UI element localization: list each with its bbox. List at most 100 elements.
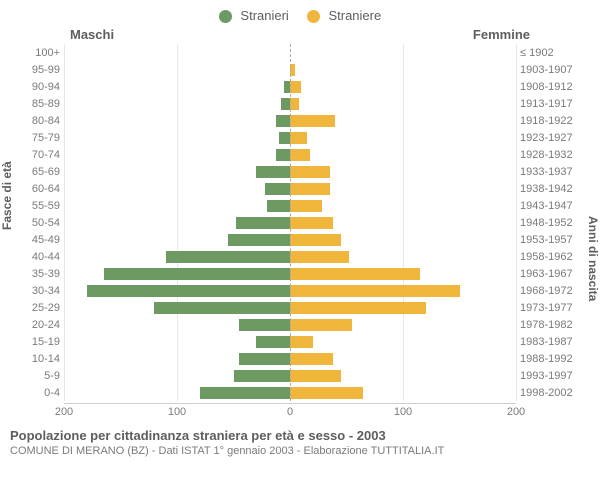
birth-year-label: 1993-1997 [516,370,582,382]
x-tick-label: 200 [55,406,73,418]
bar-male [256,336,290,348]
pyramid-row: 0-4 1998-2002 [18,384,582,401]
bar-male [228,234,290,246]
bar-female [290,387,363,399]
age-bracket-label: 50-54 [18,217,64,229]
age-bracket-label: 30-34 [18,285,64,297]
birth-year-label: 1973-1977 [516,302,582,314]
x-tick-label: 0 [287,406,293,418]
pyramid-row: 5-9 1993-1997 [18,367,582,384]
birth-year-label: 1913-1917 [516,98,582,110]
pyramid-row: 85-89 1913-1917 [18,95,582,112]
legend-label-female: Straniere [328,8,381,23]
age-bracket-label: 75-79 [18,132,64,144]
caption-subtitle: COMUNE DI MERANO (BZ) - Dati ISTAT 1° ge… [10,445,590,457]
bar-area [64,214,516,231]
age-bracket-label: 25-29 [18,302,64,314]
pyramid-row: 90-941908-1912 [18,78,582,95]
pyramid-row: 95-991903-1907 [18,61,582,78]
age-bracket-label: 70-74 [18,149,64,161]
bar-area [64,78,516,95]
chart-legend: Stranieri Straniere [0,0,600,23]
bar-male [87,285,290,297]
bar-area [64,95,516,112]
bar-female [290,353,333,365]
pyramid-row: 40-44 1958-1962 [18,248,582,265]
birth-year-label: 1953-1957 [516,234,582,246]
age-bracket-label: 60-64 [18,183,64,195]
bar-area [64,282,516,299]
bar-female [290,336,313,348]
age-bracket-label: 55-59 [18,200,64,212]
bar-area [64,384,516,401]
bar-female [290,234,341,246]
pyramid-row: 100+≤ 1902 [18,44,582,61]
bar-female [290,115,335,127]
age-bracket-label: 35-39 [18,268,64,280]
birth-year-label: 1968-1972 [516,285,582,297]
bar-female [290,319,352,331]
birth-year-label: 1958-1962 [516,251,582,263]
bar-female [290,149,310,161]
pyramid-row: 60-64 1938-1942 [18,180,582,197]
age-bracket-label: 5-9 [18,370,64,382]
chart-caption: Popolazione per cittadinanza straniera p… [0,418,600,457]
birth-year-label: 1938-1942 [516,183,582,195]
birth-year-label: 1903-1907 [516,64,582,76]
x-axis-ticks: 2001000100200 [64,403,516,418]
x-tick-label: 100 [168,406,186,418]
bar-area [64,180,516,197]
birth-year-label: 1933-1937 [516,166,582,178]
bar-area [64,299,516,316]
pyramid-row: 35-39 1963-1967 [18,265,582,282]
bar-male [265,183,290,195]
birth-year-label: 1978-1982 [516,319,582,331]
chart-rows: 100+≤ 190295-991903-190790-941908-191285… [18,44,582,401]
pyramid-row: 50-54 1948-1952 [18,214,582,231]
y-axis-left-title: Fasce di età [0,216,14,230]
bar-area [64,44,516,61]
bar-male [239,319,290,331]
pyramid-row: 30-34 1968-1972 [18,282,582,299]
bar-male [276,115,290,127]
bar-area [64,112,516,129]
birth-year-label: ≤ 1902 [516,47,582,59]
birth-year-label: 1963-1967 [516,268,582,280]
pyramid-row: 55-59 1943-1947 [18,197,582,214]
column-titles: Maschi Femmine [0,23,600,44]
bar-male [166,251,290,263]
age-bracket-label: 15-19 [18,336,64,348]
bar-area [64,367,516,384]
x-tick-label: 100 [394,406,412,418]
birth-year-label: 1998-2002 [516,387,582,399]
age-bracket-label: 40-44 [18,251,64,263]
pyramid-row: 20-241978-1982 [18,316,582,333]
bar-area [64,197,516,214]
legend-item-male: Stranieri [219,8,289,23]
bar-male [256,166,290,178]
birth-year-label: 1923-1927 [516,132,582,144]
bar-area [64,248,516,265]
bar-area [64,163,516,180]
bar-female [290,166,330,178]
bar-area [64,231,516,248]
bar-area [64,265,516,282]
bar-male [104,268,290,280]
age-bracket-label: 10-14 [18,353,64,365]
bar-male [267,200,290,212]
bar-female [290,285,460,297]
birth-year-label: 1943-1947 [516,200,582,212]
bar-male [276,149,290,161]
x-axis: 2001000100200 [18,403,582,418]
pyramid-row: 15-191983-1987 [18,333,582,350]
title-female: Femmine [473,27,530,42]
pyramid-row: 70-741928-1932 [18,146,582,163]
birth-year-label: 1908-1912 [516,81,582,93]
age-bracket-label: 85-89 [18,98,64,110]
age-bracket-label: 0-4 [18,387,64,399]
pyramid-row: 80-841918-1922 [18,112,582,129]
bar-male [279,132,290,144]
bar-female [290,302,426,314]
birth-year-label: 1948-1952 [516,217,582,229]
bar-male [239,353,290,365]
